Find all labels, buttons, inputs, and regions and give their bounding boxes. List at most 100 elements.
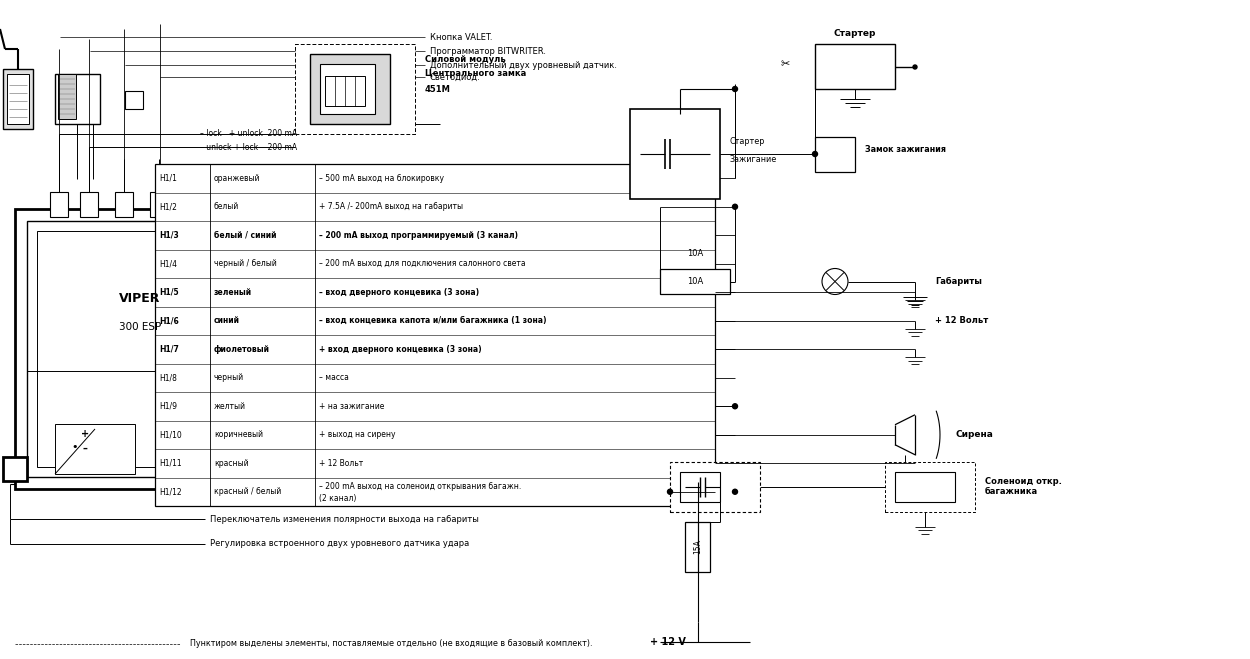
Text: Соленоид откр.
багажника: Соленоид откр. багажника [985, 477, 1062, 496]
Text: Зажигание: Зажигание [730, 154, 778, 163]
Text: – 500 mA выход на блокировку: – 500 mA выход на блокировку [319, 174, 444, 183]
Text: VIPER: VIPER [119, 292, 161, 305]
Bar [885, 462, 975, 512]
Text: + на зажигание: + на зажигание [319, 402, 385, 411]
Bar [80, 192, 98, 217]
Bar [685, 522, 710, 572]
Bar [38, 231, 242, 467]
Text: 451М: 451М [425, 84, 451, 94]
Text: – 200 mА выход на соленоид открывания багажн.: – 200 mА выход на соленоид открывания ба… [319, 482, 521, 491]
Text: H1/5: H1/5 [159, 288, 179, 297]
Text: Кнопка VALET.: Кнопка VALET. [430, 32, 492, 42]
Text: красный / белый: красный / белый [214, 487, 281, 496]
Text: H1/7: H1/7 [159, 345, 179, 354]
Text: черный / белый: черный / белый [214, 259, 276, 268]
Text: 300 ESP: 300 ESP [119, 322, 161, 331]
Text: H1/6: H1/6 [159, 316, 179, 326]
Bar [815, 44, 895, 89]
Text: Стартер: Стартер [730, 138, 765, 146]
Bar [125, 91, 142, 109]
Text: H1/1: H1/1 [159, 174, 177, 183]
Bar [895, 472, 955, 501]
Text: – unlock + lock    200 mA: – unlock + lock 200 mA [200, 142, 298, 152]
Text: Регулировка встроенного двух уровневого датчика удара: Регулировка встроенного двух уровневого … [210, 540, 469, 548]
Text: 10А: 10А [688, 250, 702, 258]
Circle shape [732, 489, 738, 494]
Text: +: + [81, 429, 89, 439]
Text: Габариты: Габариты [935, 277, 982, 286]
Text: H1/8: H1/8 [159, 373, 177, 382]
Bar [115, 192, 132, 217]
Text: + вход дверного концевика (3 зона): + вход дверного концевика (3 зона) [319, 345, 481, 354]
Bar [815, 137, 855, 172]
Bar [55, 74, 100, 124]
Bar [2, 69, 32, 129]
Text: Сирена: Сирена [955, 430, 992, 440]
Bar [150, 192, 168, 217]
Text: 15А: 15А [693, 539, 703, 554]
Circle shape [732, 404, 738, 409]
Text: H1/12: H1/12 [159, 487, 181, 496]
Bar [295, 44, 415, 134]
Text: Центрального замка: Центрального замка [425, 69, 526, 78]
Bar [325, 76, 365, 106]
Bar [630, 109, 720, 199]
Bar [155, 164, 715, 506]
Bar [28, 221, 253, 477]
Text: H1/10: H1/10 [159, 430, 181, 440]
Bar [2, 457, 27, 480]
Text: Светодиод.: Светодиод. [430, 72, 481, 82]
Text: Замок зажигания: Замок зажигания [865, 144, 946, 154]
Text: 10А: 10А [688, 277, 702, 286]
Bar [8, 74, 29, 124]
Bar [253, 457, 278, 480]
Bar [50, 192, 68, 217]
Text: H1/3: H1/3 [159, 231, 179, 240]
Circle shape [812, 152, 818, 156]
Text: H1/2: H1/2 [159, 202, 177, 212]
Text: ✂: ✂ [780, 59, 790, 69]
Text: коричневый: коричневый [214, 430, 262, 440]
Text: – вход дверного концевика (3 зона): – вход дверного концевика (3 зона) [319, 288, 479, 297]
Bar [680, 472, 720, 501]
Circle shape [84, 93, 92, 101]
Text: белый: белый [214, 202, 239, 212]
Text: (2 канал): (2 канал) [319, 494, 356, 503]
Text: •: • [71, 442, 79, 452]
Bar [58, 74, 76, 119]
Bar [15, 209, 265, 489]
Circle shape [732, 86, 738, 92]
Text: фиолетовый: фиолетовый [214, 345, 270, 354]
Circle shape [822, 268, 848, 295]
Text: оранжевый: оранжевый [214, 174, 260, 183]
Text: желтый: желтый [214, 402, 246, 411]
Bar [310, 54, 390, 124]
Text: Программатор BITWRITER.: Программатор BITWRITER. [430, 47, 546, 55]
Text: синий: синий [214, 316, 240, 326]
Bar [660, 269, 730, 294]
Circle shape [732, 204, 738, 210]
Text: Переключатель изменения полярности выхода на габариты: Переключатель изменения полярности выход… [210, 515, 479, 523]
Text: черный: черный [214, 373, 244, 382]
Text: – вход концевика капота и/или багажника (1 зона): – вход концевика капота и/или багажника … [319, 316, 546, 326]
Text: – масса: – масса [319, 373, 349, 382]
Text: зеленый: зеленый [214, 288, 253, 297]
Circle shape [668, 489, 672, 494]
Text: + 12 Вольт: + 12 Вольт [319, 459, 364, 468]
Text: – 200 mА выход программируемый (3 канал): – 200 mА выход программируемый (3 канал) [319, 231, 518, 240]
Circle shape [912, 65, 918, 69]
Bar [670, 462, 760, 512]
Bar [320, 64, 375, 114]
Bar [55, 424, 135, 474]
Text: красный: красный [214, 459, 249, 468]
Text: + 12 Вольт: + 12 Вольт [935, 316, 989, 326]
Text: + выход на сирену: + выход на сирену [319, 430, 395, 440]
Circle shape [78, 86, 99, 108]
Text: Силовой модуль: Силовой модуль [425, 55, 506, 63]
Text: + 7.5А /- 200mА выход на габариты: + 7.5А /- 200mА выход на габариты [319, 202, 462, 212]
Circle shape [948, 474, 972, 499]
Text: Дополнительный двух уровневый датчик.: Дополнительный двух уровневый датчик. [430, 61, 618, 69]
Text: Стартер: Стартер [834, 30, 876, 38]
Text: –: – [82, 444, 88, 454]
Text: + 12 V: + 12 V [650, 637, 686, 646]
